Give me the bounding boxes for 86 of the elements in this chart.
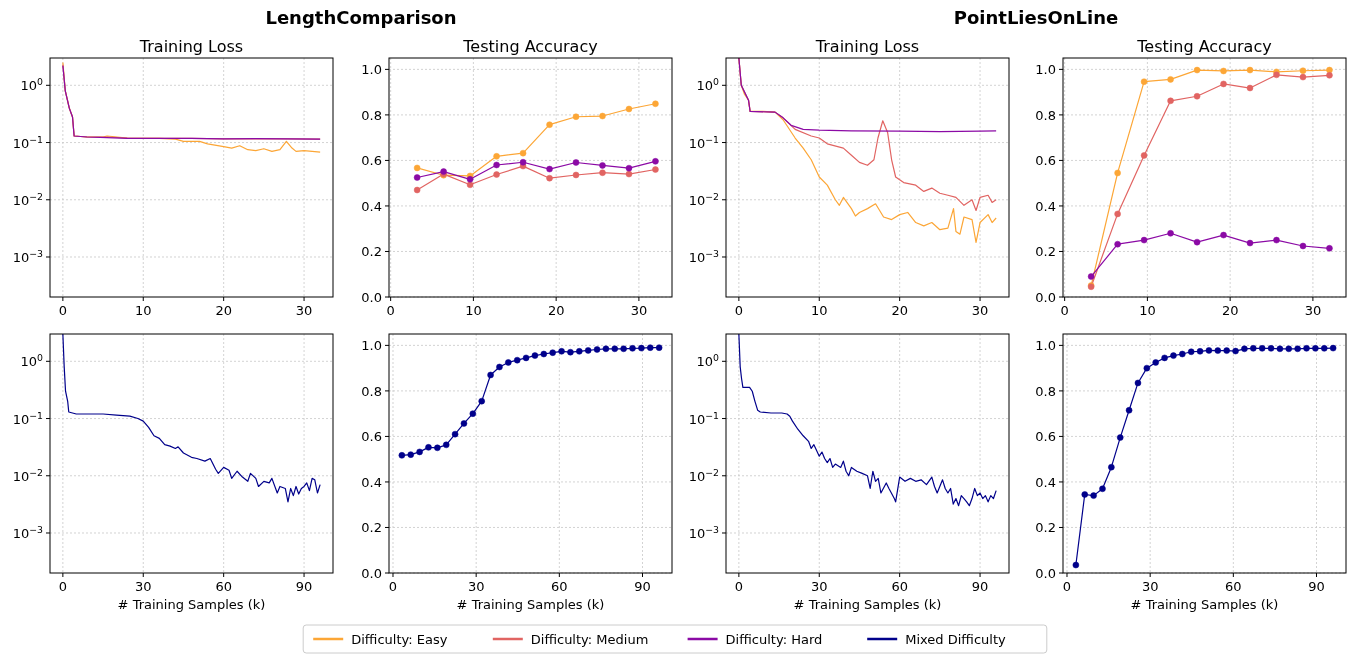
y-tick-label: 0.4 — [361, 474, 382, 490]
y-tick-label: 10$^{−3}$ — [688, 247, 720, 265]
x-tick-label: 60 — [1225, 579, 1242, 594]
y-tick-label: 10$^{0}$ — [20, 351, 44, 370]
x-tick-label: 30 — [1304, 303, 1322, 318]
y-tick-label: 0.8 — [361, 107, 382, 123]
x-tick-label: 30 — [295, 303, 313, 318]
x-tick-label: 10 — [134, 303, 152, 318]
x-tick-label: 30 — [134, 579, 152, 594]
x-tick-label: 20 — [891, 303, 908, 318]
x-tick-label: 30 — [810, 579, 828, 594]
chart-subtitle: LengthComparison — [265, 7, 457, 28]
x-tick-label: 20 — [547, 303, 565, 318]
x-tick-label: 0 — [58, 303, 67, 318]
x-axis-title: # Training Samples (k) — [117, 597, 266, 612]
y-tick-label: 10$^{0}$ — [696, 75, 720, 94]
y-tick-label: 1.0 — [1035, 62, 1056, 78]
y-tick-label: 10$^{−2}$ — [12, 466, 44, 484]
x-tick-label: 0 — [734, 579, 743, 594]
y-tick-label: 0.0 — [361, 566, 382, 581]
y-tick-label: 0.6 — [361, 153, 382, 169]
x-tick-label: 30 — [971, 303, 989, 318]
x-tick-label: 90 — [971, 579, 989, 594]
x-tick-label: 20 — [215, 303, 232, 318]
x-tick-label: 90 — [1308, 579, 1325, 594]
y-tick-label: 10$^{−1}$ — [688, 133, 720, 151]
y-tick-label: 10$^{0}$ — [20, 75, 44, 94]
y-tick-label: 0.8 — [1035, 383, 1056, 399]
y-tick-label: 0.0 — [1035, 290, 1056, 305]
chart-subtitle: PointLiesOnLine — [953, 7, 1119, 28]
y-tick-label: 0.4 — [361, 198, 382, 214]
x-tick-label: 0 — [1060, 303, 1069, 318]
x-tick-label: 60 — [215, 579, 232, 594]
x-axis-title: # Training Samples (k) — [1130, 597, 1279, 612]
x-tick-label: 10 — [1139, 303, 1156, 318]
y-tick-label: 10$^{−1}$ — [12, 133, 44, 151]
x-tick-label: 0 — [734, 303, 743, 318]
x-tick-label: 30 — [467, 579, 485, 594]
y-tick-label: 10$^{−3}$ — [12, 523, 44, 541]
x-tick-label: 30 — [630, 303, 648, 318]
x-tick-label: 30 — [1141, 579, 1159, 594]
y-tick-label: 0.2 — [1035, 244, 1056, 260]
y-tick-label: 10$^{−1}$ — [688, 409, 720, 427]
y-tick-label: 0.8 — [1035, 107, 1056, 123]
y-tick-label: 10$^{−2}$ — [688, 466, 720, 484]
x-tick-label: 60 — [891, 579, 908, 594]
y-tick-label: 10$^{−3}$ — [12, 247, 44, 265]
y-tick-label: 0.6 — [1035, 153, 1056, 169]
x-tick-label: 0 — [386, 303, 395, 318]
y-tick-label: 10$^{−2}$ — [688, 190, 720, 208]
y-tick-label: 1.0 — [1035, 338, 1056, 354]
chart-title: Training Loss — [138, 37, 244, 56]
x-tick-label: 0 — [1062, 579, 1072, 594]
y-tick-label: 10$^{−2}$ — [12, 190, 44, 208]
y-tick-label: 0.6 — [1035, 429, 1056, 445]
chart-title: Testing Accuracy — [1136, 37, 1272, 56]
y-tick-label: 1.0 — [361, 62, 382, 78]
x-tick-label: 0 — [388, 579, 398, 594]
y-tick-label: 0.0 — [361, 290, 382, 305]
y-tick-label: 0.4 — [1035, 198, 1056, 214]
y-tick-label: 0.8 — [361, 383, 382, 399]
x-tick-label: 20 — [1221, 303, 1239, 318]
x-tick-label: 90 — [634, 579, 651, 594]
y-tick-label: 0.4 — [1035, 474, 1056, 490]
chart-title: Testing Accuracy — [462, 37, 598, 56]
y-tick-label: 0.0 — [1035, 566, 1056, 581]
y-tick-label: 1.0 — [361, 338, 382, 354]
y-tick-label: 0.2 — [361, 244, 382, 260]
legend-label: Difficulty: Hard — [725, 632, 823, 647]
x-tick-label: 90 — [295, 579, 313, 594]
y-tick-label: 10$^{−3}$ — [688, 523, 720, 541]
y-tick-label: 0.2 — [361, 520, 382, 536]
x-axis-title: # Training Samples (k) — [793, 597, 942, 612]
y-tick-label: 0.2 — [1035, 520, 1056, 536]
x-tick-label: 60 — [551, 579, 568, 594]
legend-label: Difficulty: Easy — [351, 632, 448, 647]
y-tick-label: 10$^{0}$ — [696, 351, 720, 370]
y-tick-label: 0.6 — [361, 429, 382, 445]
legend-label: Mixed Difficulty — [905, 632, 1006, 647]
legend-label: Difficulty: Medium — [530, 632, 649, 647]
x-tick-label: 10 — [465, 303, 482, 318]
y-tick-label: 10$^{−1}$ — [12, 409, 44, 427]
x-tick-label: 0 — [58, 579, 67, 594]
x-axis-title: # Training Samples (k) — [456, 597, 605, 612]
x-tick-label: 10 — [810, 303, 828, 318]
chart-title: Training Loss — [814, 37, 920, 56]
